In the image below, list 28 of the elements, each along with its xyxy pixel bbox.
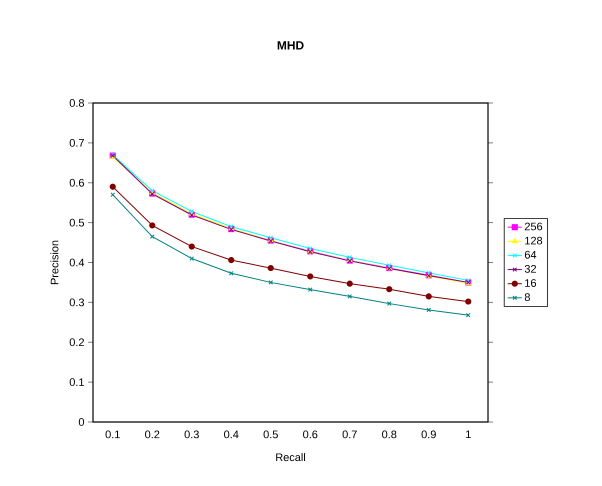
y-tick-label: 0.1 — [70, 378, 84, 386]
x-tick-label: 0.9 — [422, 430, 436, 438]
chart-title: MHD — [278, 41, 304, 50]
x-tick-label: 0.1 — [106, 430, 120, 438]
y-tick-label: 0 — [78, 418, 84, 426]
x-tick-label: 0.8 — [382, 430, 396, 438]
legend-label: 32 — [524, 265, 536, 273]
x-tick-label: 0.5 — [264, 430, 278, 438]
x-tick-label: 0.4 — [224, 430, 239, 438]
legend-label: 64 — [524, 250, 536, 259]
y-tick-label: 0.3 — [70, 298, 84, 306]
x-tick-label: 0.2 — [145, 430, 160, 438]
y-tick-label: 0.8 — [70, 99, 84, 107]
legend-label: 16 — [525, 279, 536, 287]
y-tick-label: 0.7 — [70, 139, 84, 147]
y-axis-title: Precision — [50, 240, 58, 284]
legend-label: 128 — [525, 236, 542, 244]
y-tick-label: 0.4 — [70, 258, 84, 266]
y-tick-label: 0.6 — [70, 178, 84, 187]
legend-label: 256 — [524, 222, 542, 230]
x-tick-label: 1 — [466, 430, 471, 438]
y-tick-label: 0.2 — [70, 338, 84, 346]
x-axis-title: Recall — [276, 453, 305, 462]
x-tick-label: 0.6 — [303, 430, 318, 438]
x-tick-label: 0.7 — [342, 430, 357, 438]
legend-label: 8 — [524, 293, 530, 302]
y-tick-label: 0.5 — [70, 218, 84, 227]
x-tick-label: 0.3 — [184, 430, 199, 438]
